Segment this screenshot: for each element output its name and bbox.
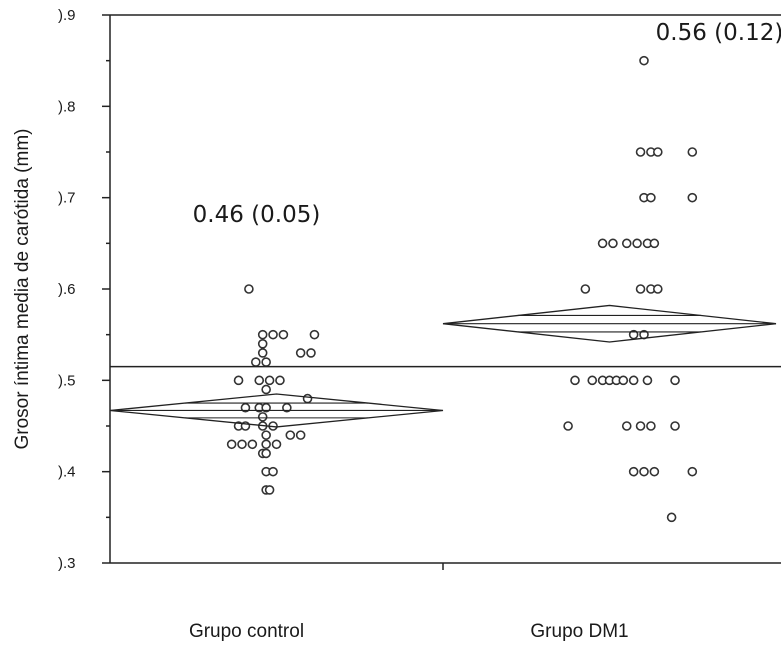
data-point bbox=[264, 375, 275, 386]
data-point bbox=[687, 466, 698, 477]
data-point bbox=[257, 412, 268, 422]
y-tick-label: ).3 bbox=[58, 555, 76, 572]
data-point bbox=[282, 402, 292, 413]
y-tick-label: ).9 bbox=[58, 7, 76, 24]
data-point bbox=[261, 384, 271, 395]
data-point bbox=[306, 348, 316, 358]
data-point bbox=[628, 375, 639, 386]
data-point bbox=[309, 329, 320, 340]
data-point bbox=[635, 284, 646, 294]
data-point bbox=[254, 375, 265, 386]
data-point bbox=[632, 238, 642, 249]
data-point bbox=[285, 430, 296, 440]
y-axis-title: Grosor íntima media de carótida (mm) bbox=[12, 129, 33, 450]
data-point bbox=[646, 192, 656, 203]
points-layer bbox=[226, 55, 698, 523]
data-point bbox=[587, 375, 598, 386]
y-tick-label: ).4 bbox=[58, 464, 76, 481]
data-point bbox=[237, 439, 247, 450]
data-point bbox=[642, 375, 653, 386]
data-point bbox=[244, 284, 254, 294]
data-point bbox=[670, 375, 680, 386]
data-point bbox=[670, 421, 680, 431]
y-tick-label: ).7 bbox=[58, 190, 76, 207]
data-point bbox=[628, 466, 639, 477]
data-point bbox=[580, 284, 591, 294]
data-point bbox=[597, 238, 608, 249]
data-point bbox=[635, 147, 646, 157]
y-tick-label: ).8 bbox=[58, 98, 76, 115]
data-point bbox=[257, 329, 268, 340]
data-point bbox=[295, 430, 306, 440]
data-point bbox=[268, 466, 278, 477]
group-annotation: 0.46 (0.05) bbox=[193, 202, 321, 228]
data-point bbox=[226, 439, 237, 450]
data-point bbox=[271, 439, 282, 450]
data-point bbox=[649, 238, 660, 249]
data-point bbox=[240, 402, 251, 413]
data-point bbox=[652, 147, 663, 157]
data-point bbox=[639, 466, 649, 477]
data-point bbox=[687, 192, 698, 203]
data-point bbox=[261, 357, 271, 367]
data-point bbox=[621, 421, 632, 431]
data-point bbox=[268, 329, 278, 340]
category-label: Grupo control bbox=[189, 621, 304, 642]
data-point bbox=[618, 375, 629, 386]
data-point bbox=[302, 393, 313, 404]
data-point bbox=[666, 512, 677, 523]
data-point bbox=[652, 284, 663, 294]
data-point bbox=[628, 329, 639, 340]
data-point bbox=[264, 485, 275, 495]
data-point bbox=[295, 348, 306, 358]
data-point bbox=[261, 448, 271, 459]
data-point bbox=[261, 430, 271, 440]
y-tick-label: ).6 bbox=[58, 281, 76, 298]
data-point bbox=[275, 375, 285, 386]
y-tick-label: ).5 bbox=[58, 372, 76, 389]
axes-layer bbox=[102, 14, 781, 570]
data-point bbox=[621, 238, 632, 249]
group-annotation: 0.56 (0.12) bbox=[656, 20, 781, 46]
data-point bbox=[261, 439, 271, 450]
data-point bbox=[257, 348, 268, 358]
data-point bbox=[639, 55, 649, 66]
diamonds-layer bbox=[109, 304, 781, 428]
data-point bbox=[649, 466, 660, 477]
category-label: Grupo DM1 bbox=[530, 621, 628, 642]
data-point bbox=[646, 421, 656, 431]
data-point bbox=[687, 147, 698, 157]
data-point bbox=[261, 402, 271, 413]
data-point bbox=[635, 421, 646, 431]
data-point bbox=[257, 338, 268, 349]
text-layer: ).3 ).4 ).5 ).6 ).7 ).8 ).9 Grosor íntima media… bbox=[12, 7, 781, 642]
data-point bbox=[278, 329, 289, 340]
data-point bbox=[570, 375, 580, 386]
data-point bbox=[608, 238, 618, 249]
data-point bbox=[247, 439, 258, 450]
data-point bbox=[251, 357, 261, 367]
data-point bbox=[563, 421, 573, 431]
data-point bbox=[233, 375, 244, 386]
